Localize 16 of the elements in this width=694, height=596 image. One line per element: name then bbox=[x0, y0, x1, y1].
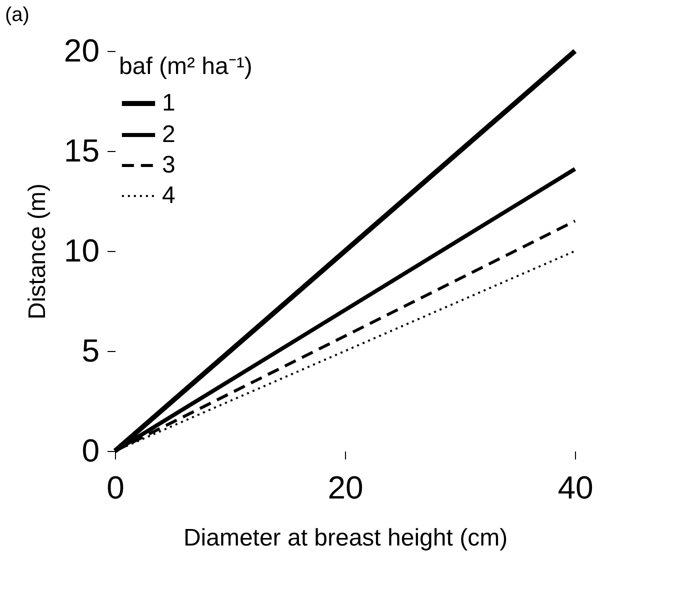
y-tick-label: 5 bbox=[82, 332, 100, 368]
y-axis-title: Distance (m) bbox=[24, 183, 51, 320]
x-tick-label: 20 bbox=[328, 470, 364, 506]
x-tick-label: 0 bbox=[106, 470, 124, 506]
legend-label: 4 bbox=[162, 182, 176, 209]
y-tick-label: 10 bbox=[64, 232, 100, 268]
y-tick-label: 15 bbox=[64, 132, 100, 168]
y-tick-label: 0 bbox=[82, 432, 100, 468]
legend-label: 3 bbox=[162, 152, 176, 178]
x-tick-label: 40 bbox=[558, 470, 594, 506]
legend-label: 2 bbox=[162, 121, 176, 148]
chart-title: (a) bbox=[5, 4, 30, 26]
legend-label: 1 bbox=[162, 90, 176, 116]
x-axis-title: Diameter at breast height (cm) bbox=[183, 524, 508, 552]
legend-title: baf (m² ha⁻¹) bbox=[119, 53, 252, 80]
y-tick-label: 20 bbox=[64, 32, 100, 68]
